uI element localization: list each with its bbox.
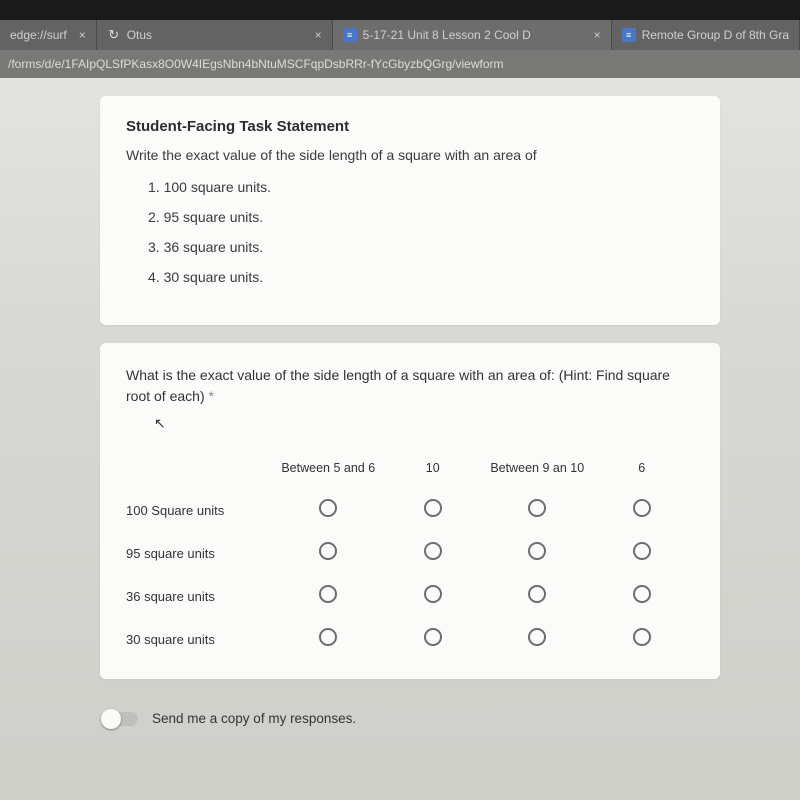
tab-title: 5-17-21 Unit 8 Lesson 2 Cool D: [363, 28, 531, 42]
url-text: /forms/d/e/1FAIpQLSfPKasx8O0W4IEgsNbn4bN…: [8, 57, 504, 71]
radio-option[interactable]: [319, 499, 337, 517]
list-item: 1. 100 square units.: [148, 179, 694, 195]
question-text: What is the exact value of the side leng…: [126, 365, 694, 407]
tab-lesson[interactable]: ≡ 5-17-21 Unit 8 Lesson 2 Cool D ×: [333, 20, 612, 50]
tab-surf[interactable]: edge://surf ×: [0, 20, 97, 50]
radio-option[interactable]: [424, 542, 442, 560]
close-icon[interactable]: ×: [79, 28, 86, 42]
col-header: 10: [381, 457, 486, 489]
screen: edge://surf × ↻ Otus × ≡ 5-17-21 Unit 8 …: [0, 20, 800, 800]
cursor-icon: ↖: [154, 415, 166, 432]
task-list: 1. 100 square units. 2. 95 square units.…: [126, 179, 694, 285]
radio-option[interactable]: [319, 542, 337, 560]
copy-label: Send me a copy of my responses.: [152, 711, 356, 726]
task-lead: Write the exact value of the side length…: [126, 147, 694, 163]
radio-option[interactable]: [319, 585, 337, 603]
radio-option[interactable]: [528, 628, 546, 646]
col-header: Between 5 and 6: [276, 457, 381, 489]
task-heading: Student-Facing Task Statement: [126, 118, 694, 135]
tab-remote[interactable]: ≡ Remote Group D of 8th Gra: [612, 20, 800, 50]
matrix-row: 30 square units: [126, 618, 694, 661]
list-item: 4. 30 square units.: [148, 269, 694, 285]
radio-option[interactable]: [424, 585, 442, 603]
reload-icon: ↻: [107, 28, 121, 42]
required-marker: *: [209, 388, 214, 404]
tab-title: Remote Group D of 8th Gra: [642, 28, 789, 42]
matrix-row: 100 Square units: [126, 489, 694, 532]
url-bar[interactable]: /forms/d/e/1FAIpQLSfPKasx8O0W4IEgsNbn4bN…: [0, 50, 800, 78]
tab-title: Otus: [127, 28, 152, 42]
answer-matrix: Between 5 and 6 10 Between 9 an 10 6 100…: [126, 457, 694, 661]
tab-title: edge://surf: [10, 28, 67, 42]
copy-toggle[interactable]: [104, 712, 138, 726]
forms-icon: ≡: [343, 28, 357, 42]
radio-option[interactable]: [633, 628, 651, 646]
close-icon[interactable]: ×: [594, 28, 601, 42]
radio-option[interactable]: [633, 585, 651, 603]
radio-option[interactable]: [424, 628, 442, 646]
list-item: 3. 36 square units.: [148, 239, 694, 255]
radio-option[interactable]: [528, 585, 546, 603]
copy-responses-row: Send me a copy of my responses.: [100, 697, 720, 726]
radio-option[interactable]: [633, 542, 651, 560]
col-header: Between 9 an 10: [485, 457, 590, 489]
task-card: Student-Facing Task Statement Write the …: [100, 96, 720, 325]
matrix-header: Between 5 and 6 10 Between 9 an 10 6: [126, 457, 694, 489]
tab-otus[interactable]: ↻ Otus ×: [97, 20, 333, 50]
page-content: Student-Facing Task Statement Write the …: [0, 78, 800, 726]
close-icon[interactable]: ×: [315, 28, 322, 42]
radio-option[interactable]: [528, 542, 546, 560]
forms-icon: ≡: [622, 28, 636, 42]
question-card: What is the exact value of the side leng…: [100, 343, 720, 679]
radio-option[interactable]: [633, 499, 651, 517]
row-label: 36 square units: [126, 589, 276, 604]
radio-option[interactable]: [424, 499, 442, 517]
matrix-row: 36 square units: [126, 575, 694, 618]
row-label: 100 Square units: [126, 503, 276, 518]
radio-option[interactable]: [528, 499, 546, 517]
row-label: 95 square units: [126, 546, 276, 561]
matrix-row: 95 square units: [126, 532, 694, 575]
col-header: 6: [590, 457, 695, 489]
row-label: 30 square units: [126, 632, 276, 647]
list-item: 2. 95 square units.: [148, 209, 694, 225]
radio-option[interactable]: [319, 628, 337, 646]
browser-tabbar: edge://surf × ↻ Otus × ≡ 5-17-21 Unit 8 …: [0, 20, 800, 50]
